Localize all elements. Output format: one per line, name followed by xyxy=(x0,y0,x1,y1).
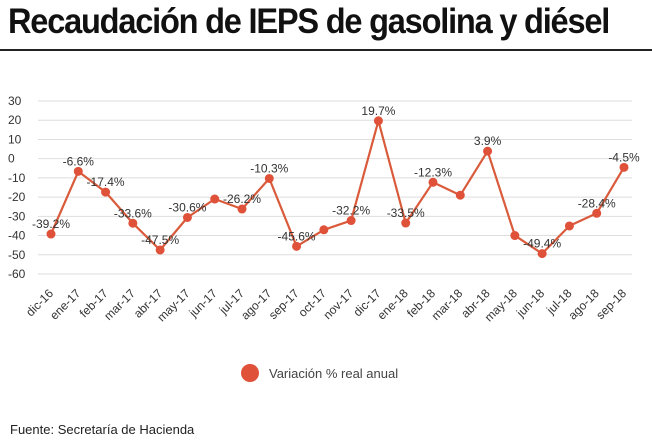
data-point xyxy=(237,204,247,214)
data-point xyxy=(483,146,493,156)
title-underline xyxy=(0,49,652,51)
data-point xyxy=(428,177,438,187)
x-tick-label: ene-17 xyxy=(47,286,84,323)
data-label: -6.6% xyxy=(63,154,95,168)
data-label: -45.6% xyxy=(278,229,316,243)
y-tick-label: 10 xyxy=(8,132,22,146)
data-label: 19.7% xyxy=(361,104,395,118)
y-tick-label: -10 xyxy=(8,171,26,185)
data-point xyxy=(264,173,274,183)
data-label: 3.9% xyxy=(474,134,502,148)
chart-legend: Variación % real anual xyxy=(241,364,398,382)
data-point xyxy=(510,231,520,241)
data-point xyxy=(455,190,465,200)
data-point xyxy=(155,245,165,255)
data-point xyxy=(401,218,411,228)
y-tick-label: -60 xyxy=(8,267,26,281)
y-tick-label: 0 xyxy=(8,152,15,166)
data-label: -26.2% xyxy=(223,192,261,206)
data-point xyxy=(319,225,329,235)
legend-label: Variación % real anual xyxy=(269,365,399,381)
y-tick-label: -20 xyxy=(8,190,26,204)
x-tick-label: ago-17 xyxy=(238,286,275,323)
data-label: -30.6% xyxy=(168,200,206,214)
source-note: Fuente: Secretaría de Hacienda xyxy=(10,422,195,437)
x-tick-label: jun-18 xyxy=(513,286,547,320)
y-tick-label: 20 xyxy=(8,113,22,127)
data-label: -12.3% xyxy=(414,165,452,179)
data-point xyxy=(46,229,56,239)
data-point xyxy=(210,194,220,204)
data-label: -17.4% xyxy=(87,175,125,189)
y-tick-label: -50 xyxy=(8,248,26,262)
x-tick-label: sep-18 xyxy=(593,286,629,322)
data-label: -28.4% xyxy=(578,196,616,210)
data-label: -33.5% xyxy=(387,206,425,220)
x-tick-label: mar-17 xyxy=(101,286,138,323)
series-line xyxy=(49,119,625,255)
x-tick-label: ene-18 xyxy=(375,286,412,323)
data-label: -33.6% xyxy=(114,206,152,220)
data-point xyxy=(101,187,111,197)
data-point xyxy=(592,208,602,218)
data-point xyxy=(73,166,83,176)
data-label: -47.5% xyxy=(141,233,179,247)
x-tick-label: jun-17 xyxy=(186,286,220,320)
data-point xyxy=(182,212,192,222)
y-tick-label: -40 xyxy=(8,229,26,243)
x-tick-label: ago-18 xyxy=(566,286,603,323)
data-label: -49.4% xyxy=(523,237,561,251)
data-point xyxy=(373,116,383,126)
chart-title: Recaudación de IEPS de gasolina y diésel xyxy=(8,2,610,41)
x-tick-label: nov-17 xyxy=(320,286,356,322)
data-point xyxy=(564,221,574,231)
data-point xyxy=(346,216,356,226)
data-label: -32.2% xyxy=(332,204,370,218)
data-label: -10.3% xyxy=(250,161,288,175)
data-label: -4.5% xyxy=(608,150,640,164)
x-tick-label: mar-18 xyxy=(429,286,466,323)
data-point xyxy=(128,218,138,228)
x-tick-label: sep-17 xyxy=(266,286,302,322)
data-point xyxy=(537,249,547,259)
legend-marker-icon xyxy=(241,364,259,382)
data-point xyxy=(619,162,629,172)
data-point xyxy=(292,241,302,251)
y-tick-label: -30 xyxy=(8,209,26,223)
data-label: -39.2% xyxy=(32,217,70,231)
line-chart: 3020100-10-20-30-40-50-60dic-16ene-17feb… xyxy=(8,94,640,324)
y-tick-label: 30 xyxy=(8,94,22,108)
